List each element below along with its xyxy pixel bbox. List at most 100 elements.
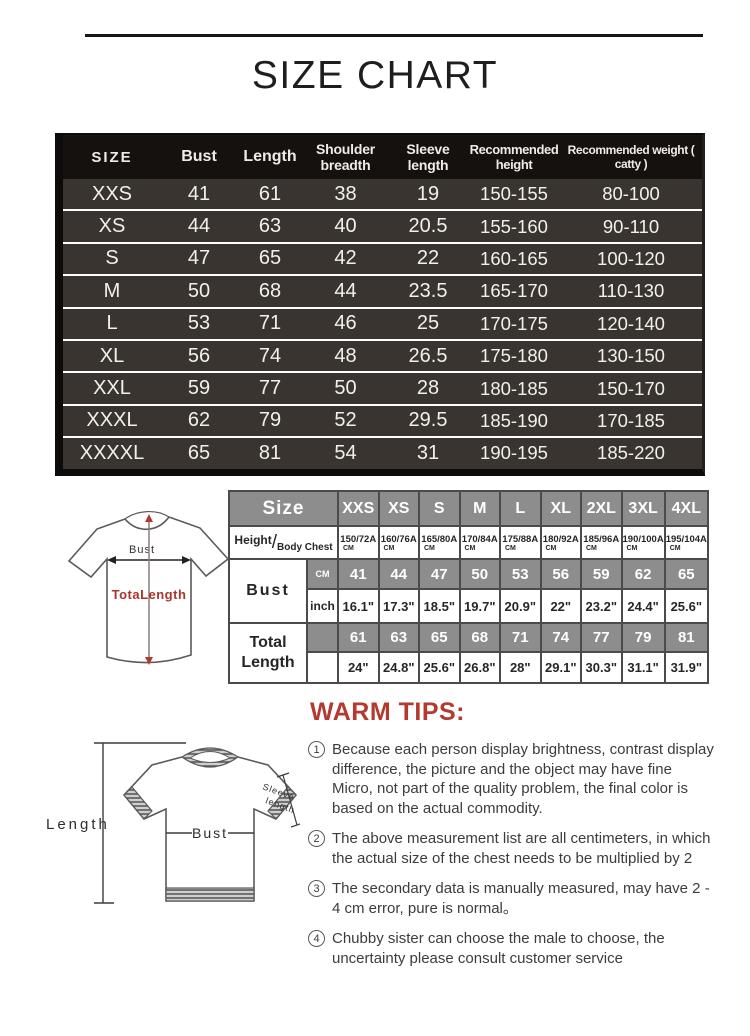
size-cell: XXS — [91, 182, 133, 205]
column-header-3: Shoulder breadth — [315, 141, 376, 173]
value-cell: 53 — [187, 312, 211, 335]
length-label: Length — [46, 816, 110, 833]
value-cell: 41 — [187, 182, 211, 205]
warm-tips-section: WARM TIPS: 1 Because each person display … — [308, 698, 716, 979]
cm-unit: CM — [669, 545, 681, 552]
value-cell: 46 — [334, 312, 357, 335]
tshirt-diagram-front: Bust TotaLength — [67, 511, 230, 665]
column-header-5: Recommended height — [469, 142, 559, 172]
table-row: XS 44 63 40 20.5 155-160 90-110 — [63, 211, 702, 244]
size-col-header: 2XL — [580, 490, 623, 527]
empty-cm-cell — [306, 622, 339, 653]
sleeve-line — [282, 774, 298, 826]
length-cm-cell: 81 — [663, 622, 709, 653]
height-chest-value: 150/72A — [340, 534, 377, 545]
table-row: inch 16.1" 17.3" 18.5" 19.7" 20.9" 22" 23.2" 24.… — [229, 588, 709, 624]
cm-label: CM — [306, 558, 339, 590]
table-row: XL 56 74 48 26.5 175-180 130-150 — [63, 341, 702, 374]
length-cm-cell: 79 — [620, 622, 666, 653]
table-row: XXXL 62 79 52 29.5 185-190 170-185 — [63, 406, 702, 439]
value-cell: 54 — [334, 441, 357, 464]
bust-inch-cell: 18.5" — [418, 588, 461, 624]
size-col-header: M — [458, 490, 501, 527]
bust-inch-cell: 24.4" — [620, 588, 666, 624]
value-cell: 23.5 — [408, 279, 448, 302]
left-cuff-rib — [123, 786, 153, 820]
value-cell: 31 — [416, 441, 440, 464]
value-cell: 150-170 — [597, 377, 665, 399]
value-cell: 79 — [258, 409, 282, 432]
height-chest-cell: 195/104A CM — [663, 525, 709, 560]
height-chest-cell: 160/76A CM — [377, 525, 420, 560]
tshirt-diagram-measurements: Length Bust Sleeve length — [46, 742, 300, 904]
size-col-header: 3XL — [620, 490, 666, 527]
bust-cm-cell: 44 — [377, 558, 420, 590]
total-length-top-mark — [145, 514, 153, 522]
height-chest-value: 175/88A — [502, 534, 539, 545]
length-inch-cell: 31.1" — [620, 651, 666, 684]
size-cell: L — [106, 312, 118, 335]
size-cell: XXXXL — [79, 441, 145, 464]
bust-row-label: Bust — [228, 558, 308, 624]
column-header-4: Sleeve length — [406, 141, 450, 173]
cm-unit: CM — [586, 545, 597, 552]
value-cell: 19 — [416, 182, 440, 205]
bust-cm-cell: 41 — [337, 558, 380, 590]
value-cell: 185-190 — [480, 409, 548, 431]
total-length-label: TotaLength — [112, 587, 187, 602]
bust-inch-cell: 25.6" — [663, 588, 709, 624]
cm-unit: CM — [383, 545, 395, 552]
cm-unit: CM — [626, 545, 638, 552]
value-cell: 160-165 — [480, 247, 548, 269]
bust-cm-cell: 47 — [418, 558, 461, 590]
warm-tips-title: WARM TIPS: — [310, 698, 465, 726]
collar-front-line — [124, 516, 170, 531]
page-title: SIZE CHART — [251, 54, 499, 97]
bust-cm-cell: 50 — [458, 558, 501, 590]
tip-item: 3 The secondary data is manually measured… — [308, 879, 716, 918]
height-chest-value: 195/104A — [665, 534, 707, 545]
value-cell: 26.5 — [408, 344, 448, 367]
height-chest-value: 180/92A — [542, 534, 579, 545]
bust-inch-cell: 22" — [539, 588, 582, 624]
cm-unit: CM — [464, 545, 476, 552]
value-cell: 61 — [258, 182, 282, 205]
value-cell: 62 — [187, 409, 211, 432]
bust-label: Bust — [192, 825, 228, 841]
table-row: L 53 71 46 25 170-175 120-140 — [63, 309, 702, 341]
bust-inch-cell: 16.1" — [337, 588, 380, 624]
value-cell: 90-110 — [602, 215, 660, 237]
height-chest-cell: 180/92A CM — [539, 525, 582, 560]
value-cell: 190-195 — [480, 442, 548, 464]
length-inch-cell: 28" — [499, 651, 542, 684]
cm-unit: CM — [424, 545, 435, 552]
value-cell: 50 — [334, 377, 357, 400]
height-chest-cell: 150/72A CM — [337, 525, 380, 560]
length-cm-cell: 68 — [458, 622, 501, 653]
size-col-header: XXS — [337, 490, 380, 527]
collar-back-line — [124, 511, 170, 520]
table-row: XXL 59 77 50 28 180-185 150-170 — [63, 373, 702, 406]
value-cell: 28 — [416, 377, 440, 400]
value-cell: 175-180 — [480, 345, 548, 367]
value-cell: 68 — [258, 279, 282, 302]
cm-unit: CM — [505, 545, 516, 552]
table-row: 24" 24.8" 25.6" 26.8" 28" 29.1" 30.3" 31.1" 31.9… — [229, 651, 709, 684]
measurement-table-body: XXS 41 61 38 19 150-155 80-100 XS 44 63 40 20.5 155-… — [63, 179, 702, 469]
height-body-chest-label: Height/Body Chest — [228, 525, 339, 560]
table-row: S 47 65 42 22 160-165 100-120 — [63, 244, 702, 277]
table-row: XXXXL 65 81 54 31 190-195 185-220 — [63, 438, 702, 468]
value-cell: 130-150 — [597, 345, 665, 367]
value-cell: 165-170 — [480, 280, 548, 302]
table-row: XXS 41 61 38 19 150-155 80-100 — [63, 179, 702, 212]
length-inch-cell: 26.8" — [458, 651, 501, 684]
value-cell: 25 — [416, 312, 440, 335]
length-inch-cell: 30.3" — [580, 651, 623, 684]
value-cell: 22 — [416, 247, 440, 270]
value-cell: 65 — [258, 247, 282, 270]
value-cell: 185-220 — [597, 442, 665, 464]
bust-inch-cell: 20.9" — [499, 588, 542, 624]
length-cm-cell: 77 — [580, 622, 623, 653]
value-cell: 65 — [187, 441, 211, 464]
size-col-header: 4XL — [663, 490, 709, 527]
